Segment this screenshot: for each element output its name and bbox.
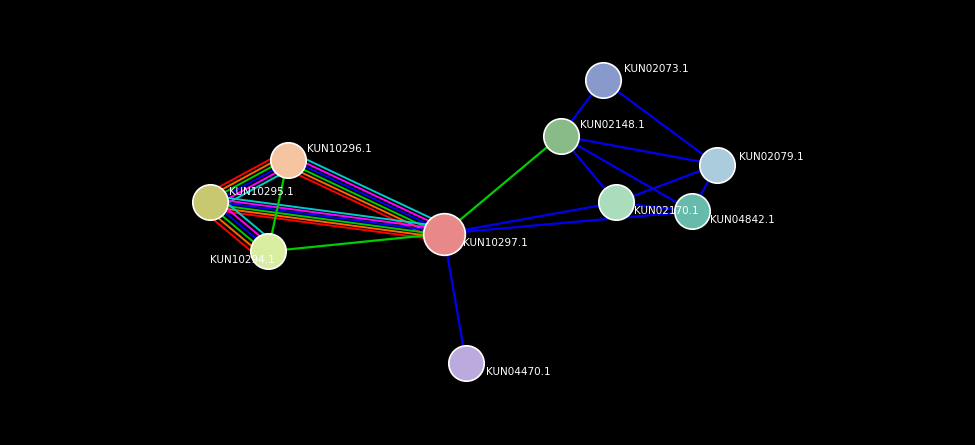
Point bbox=[202, 199, 217, 206]
Text: KUN10294.1: KUN10294.1 bbox=[210, 255, 274, 265]
Point bbox=[608, 199, 624, 206]
Point bbox=[458, 359, 474, 366]
Text: KUN10297.1: KUN10297.1 bbox=[463, 238, 527, 247]
Point bbox=[436, 230, 451, 237]
Text: KUN02079.1: KUN02079.1 bbox=[739, 152, 803, 162]
Text: KUN04470.1: KUN04470.1 bbox=[486, 368, 550, 377]
Point bbox=[280, 157, 295, 164]
Text: KUN02170.1: KUN02170.1 bbox=[634, 206, 698, 216]
Point bbox=[595, 77, 610, 84]
Point bbox=[553, 132, 568, 139]
Text: KUN02073.1: KUN02073.1 bbox=[624, 64, 688, 74]
Point bbox=[260, 248, 276, 255]
Text: KUN04842.1: KUN04842.1 bbox=[710, 215, 774, 225]
Point bbox=[684, 208, 700, 215]
Text: KUN10296.1: KUN10296.1 bbox=[307, 144, 371, 154]
Text: KUN10295.1: KUN10295.1 bbox=[229, 187, 293, 197]
Point bbox=[709, 161, 724, 168]
Text: KUN02148.1: KUN02148.1 bbox=[580, 121, 644, 130]
